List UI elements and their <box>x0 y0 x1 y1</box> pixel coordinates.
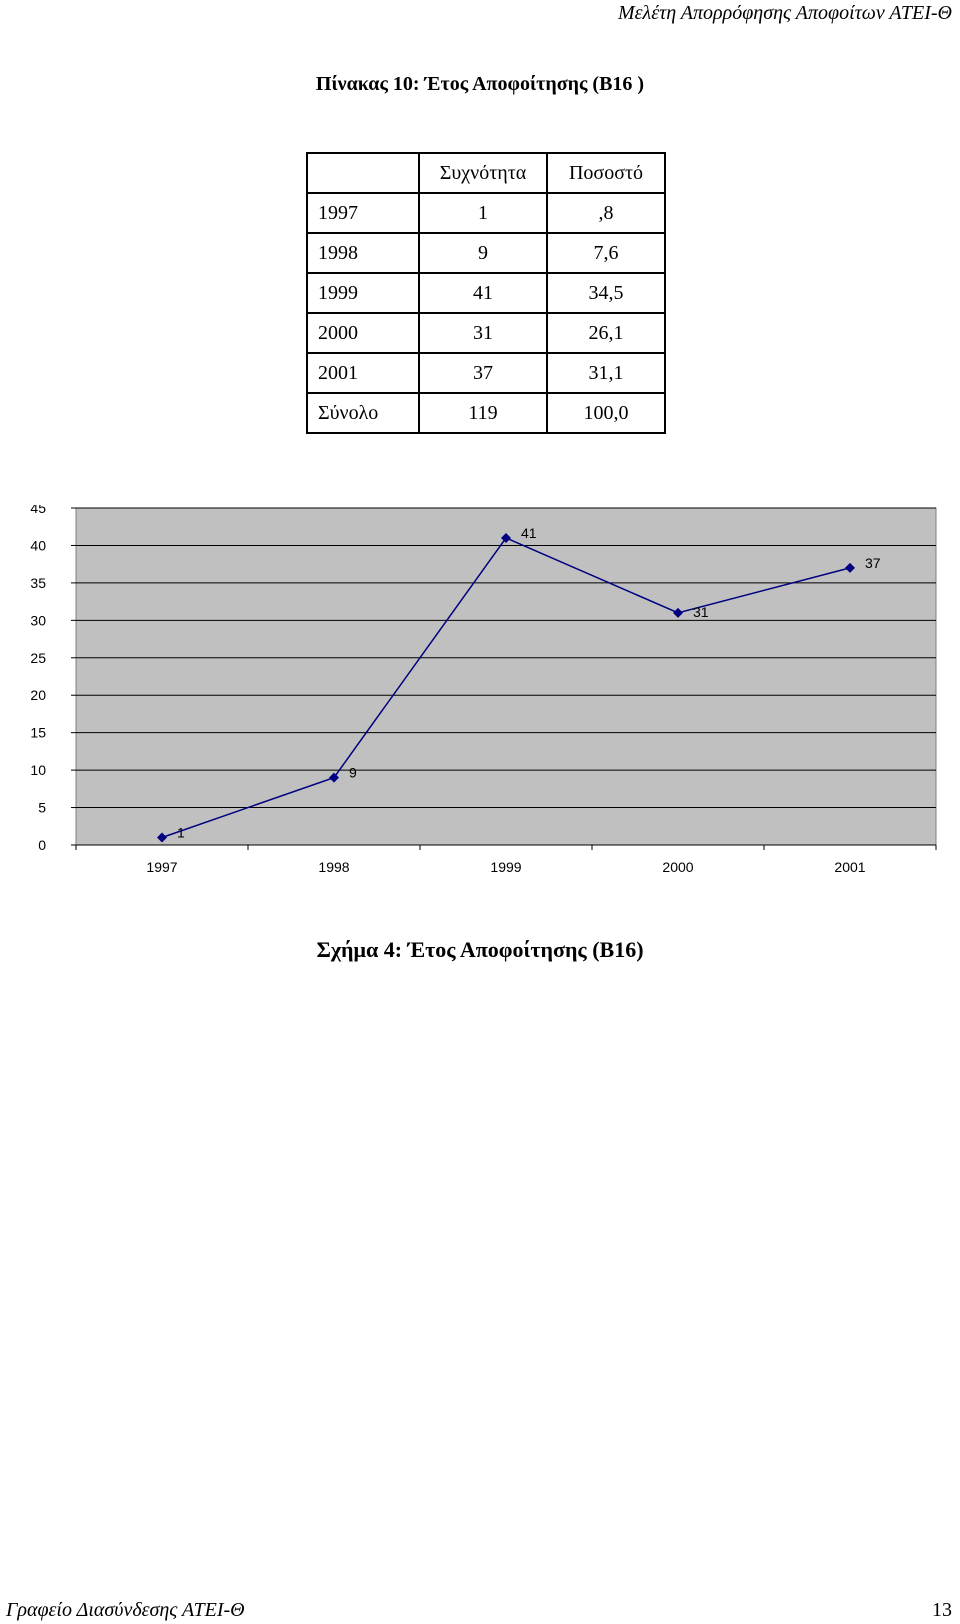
table-cell: 1997 <box>306 192 420 234</box>
table-cell: 41 <box>418 272 548 314</box>
table-cell: 31,1 <box>546 352 666 394</box>
data-label: 41 <box>521 525 537 541</box>
y-tick-label: 5 <box>38 800 46 816</box>
table-row: 2000 31 26,1 <box>306 312 666 354</box>
table-cell: 119 <box>418 392 548 434</box>
table-total-row: Σύνολο 119 100,0 <box>306 392 666 434</box>
y-tick-label: 45 <box>30 505 46 516</box>
table-cell: 37 <box>418 352 548 394</box>
table-row: 2001 37 31,1 <box>306 352 666 394</box>
table-row: 1998 9 7,6 <box>306 232 666 274</box>
table-cell: 7,6 <box>546 232 666 274</box>
data-point <box>329 772 339 783</box>
line-chart-svg: 0 5 10 15 20 25 30 35 40 45 1997 1998 1999 2000 2001 1 9… <box>30 500 937 875</box>
table-row: 1999 41 34,5 <box>306 272 666 314</box>
x-tick-label: 1997 <box>146 859 177 875</box>
table-title: Πίνακας 10: Έτος Αποφοίτησης (Β16 ) <box>315 73 645 95</box>
table-cell: 31 <box>418 312 548 354</box>
table-header-row: Συχνότητα Ποσοστό <box>306 152 666 194</box>
y-tick-label: 20 <box>30 687 46 703</box>
page-number: 13 <box>932 1599 952 1621</box>
x-tick-label: 2000 <box>662 859 693 875</box>
y-tick-label: 30 <box>30 612 46 628</box>
y-tick-label: 10 <box>30 762 46 778</box>
table-cell: 26,1 <box>546 312 666 354</box>
data-label: 1 <box>177 825 185 841</box>
data-label: 37 <box>865 555 881 571</box>
running-header: Μελέτη Απορρόφησης Αποφοίτων ΑΤΕΙ-Θ <box>618 2 952 24</box>
data-label: 9 <box>349 765 357 781</box>
y-tick-label: 0 <box>38 837 46 853</box>
y-tick-label: 40 <box>30 537 46 553</box>
table-row: 1997 1 ,8 <box>306 192 666 234</box>
figure-caption: Σχήμα 4: Έτος Αποφοίτησης (Β16) <box>316 937 644 962</box>
table-cell: 9 <box>418 232 548 274</box>
table-header-cell: Συχνότητα <box>418 152 548 194</box>
data-point <box>501 532 511 543</box>
table-cell: 1999 <box>306 272 420 314</box>
data-point <box>157 832 167 843</box>
table-cell: 34,5 <box>546 272 666 314</box>
plot-area <box>75 507 937 846</box>
table-header-cell: Ποσοστό <box>546 152 666 194</box>
table-header-cell <box>306 152 420 194</box>
table-cell: 100,0 <box>546 392 666 434</box>
table-cell: 2000 <box>306 312 420 354</box>
table-cell: Σύνολο <box>306 392 420 434</box>
y-tick-label: 35 <box>30 575 46 591</box>
x-tick-label: 2001 <box>834 859 865 875</box>
y-tick-label: 15 <box>30 725 46 741</box>
x-tick-label: 1998 <box>318 859 349 875</box>
x-tick-label: 1999 <box>490 859 521 875</box>
table-cell: ,8 <box>546 192 666 234</box>
data-point <box>845 562 855 573</box>
table-cell: 2001 <box>306 352 420 394</box>
line-chart: 0 5 10 15 20 25 30 35 40 45 1997 1998 1999 2000 2001 1 9… <box>20 500 940 905</box>
running-footer: Γραφείο Διασύνδεσης ΑΤΕΙ-Θ <box>6 1599 245 1621</box>
y-tick-label: 25 <box>30 650 46 666</box>
frequency-table: Συχνότητα Ποσοστό 1997 1 ,8 1998 9 7,6 1… <box>306 152 666 434</box>
table-cell: 1998 <box>306 232 420 274</box>
table-cell: 1 <box>418 192 548 234</box>
data-label: 31 <box>693 604 709 620</box>
data-point <box>673 607 683 618</box>
